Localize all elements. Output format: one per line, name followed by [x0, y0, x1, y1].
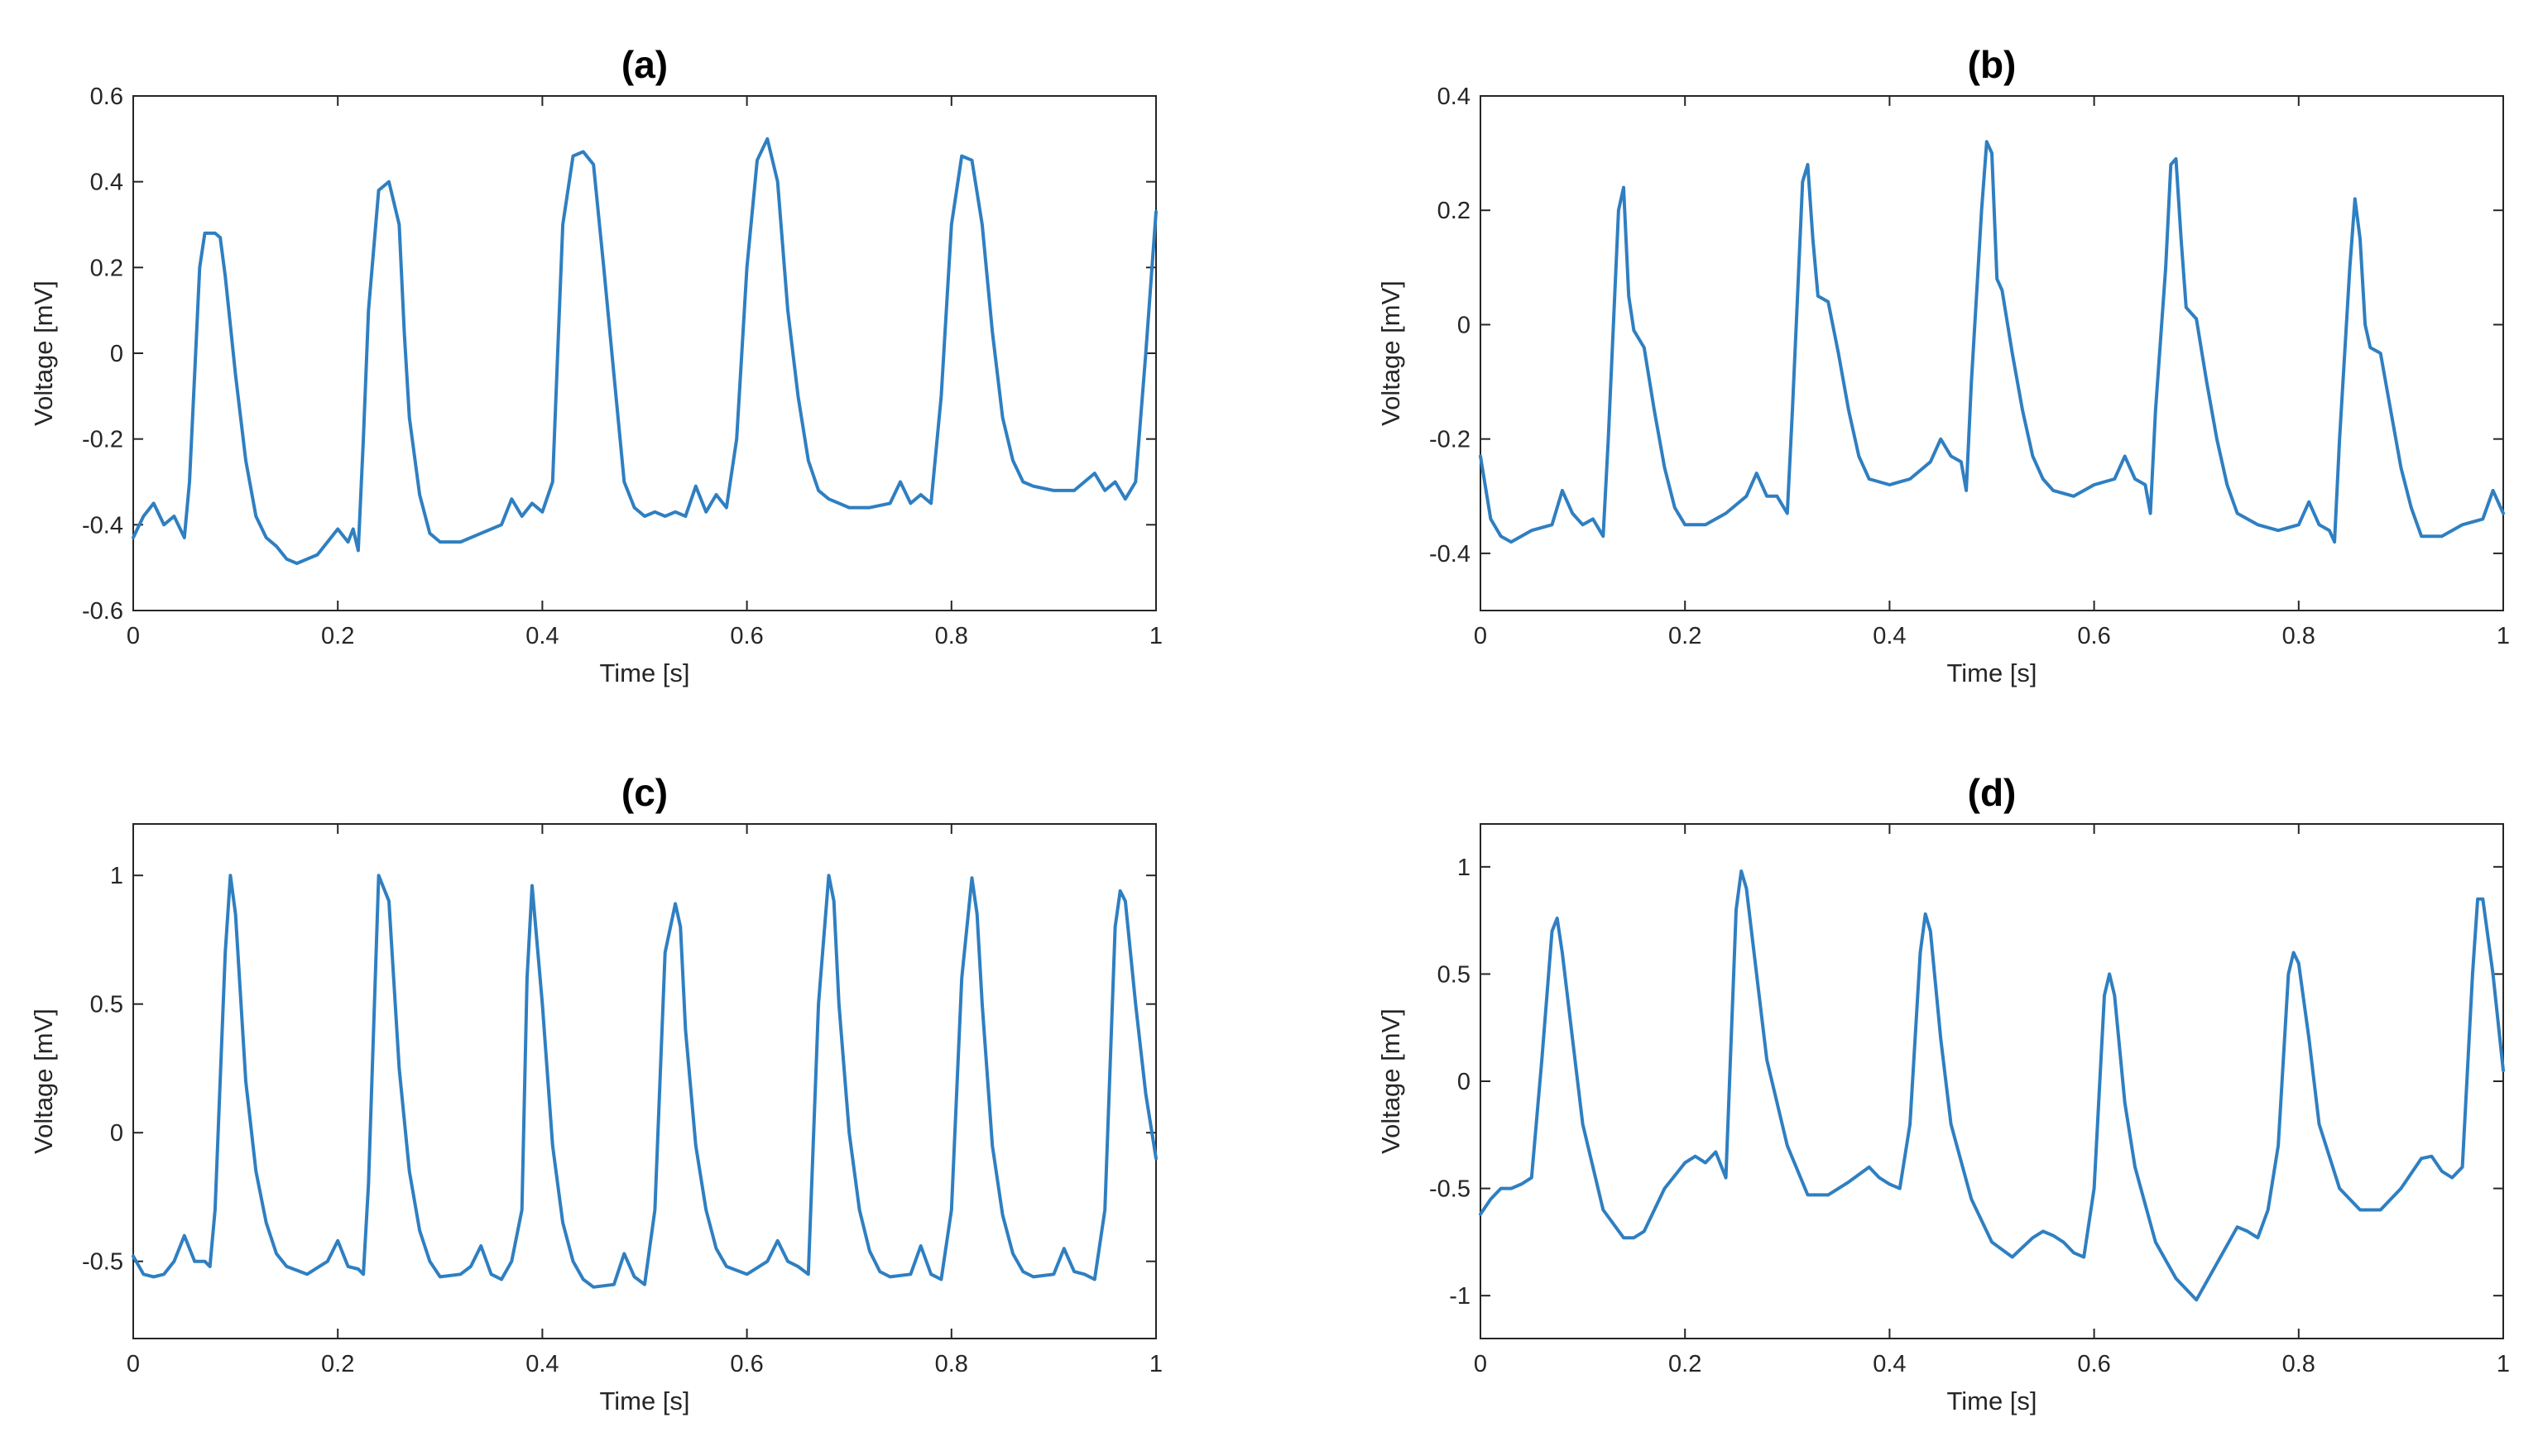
y-tick-label-d: 0.5 [1437, 961, 1471, 988]
x-tick-label-d: 0.2 [1668, 1351, 1701, 1377]
y-tick-label-c: 0 [110, 1120, 123, 1147]
x-tick-label-c: 0 [127, 1351, 140, 1377]
x-axis-label-d: Time [s] [1946, 1387, 2037, 1415]
x-axis-label-a: Time [s] [599, 659, 689, 687]
x-tick-label-a: 0 [127, 623, 140, 649]
series-line-d [1479, 869, 2505, 1302]
y-tick-label-b: 0.2 [1437, 198, 1471, 224]
y-tick-label-d: 1 [1457, 855, 1471, 881]
chart-title-d: (d) [1968, 771, 2017, 814]
y-tick-label-b: -0.2 [1429, 427, 1471, 453]
x-tick-label-c: 0.4 [525, 1351, 559, 1377]
series-line-a [132, 136, 1158, 565]
y-tick-label-c: -0.5 [82, 1249, 123, 1276]
x-tick-label-d: 0 [1474, 1351, 1487, 1377]
y-axis-label-a: Voltage [mV] [29, 280, 58, 426]
x-tick-label-c: 1 [1149, 1351, 1163, 1377]
x-tick-label-a: 0.4 [525, 623, 559, 649]
y-tick-label-a: 0.2 [90, 255, 123, 281]
y-tick-label-b: 0.4 [1437, 84, 1471, 110]
y-tick-label-d: 0 [1457, 1069, 1471, 1095]
y-tick-label-a: 0 [110, 341, 123, 367]
y-tick-label-c: 1 [110, 863, 123, 889]
plot-frame-d [1480, 823, 2504, 1339]
plot-frame-a [132, 95, 1157, 611]
y-axis-label-d: Voltage [mV] [1376, 1008, 1405, 1154]
x-tick-label-d: 1 [2497, 1351, 2510, 1377]
y-axis-label-b: Voltage [mV] [1376, 280, 1405, 426]
y-tick-label-a: 0.6 [90, 84, 123, 110]
x-tick-label-c: 0.6 [730, 1351, 763, 1377]
chart-panel-b: 0 0.2 0.4 0.6 0.8 1 -0.4 -0.2 0 0.2 0.4 (b) Time [s]… [1376, 43, 2510, 687]
x-tick-label-a: 0.6 [730, 623, 763, 649]
y-tick-label-c: 0.5 [90, 992, 123, 1018]
y-axis-label-c: Voltage [mV] [29, 1008, 58, 1154]
x-tick-label-b: 0.2 [1668, 623, 1701, 649]
y-tick-label-a: -0.2 [82, 427, 123, 453]
y-tick-label-d: -0.5 [1429, 1176, 1471, 1203]
y-tick-label-a: -0.4 [82, 512, 123, 539]
x-axis-label-c: Time [s] [599, 1387, 689, 1415]
chart-title-a: (a) [621, 43, 668, 86]
x-tick-label-b: 0.6 [2077, 623, 2110, 649]
series-line-c [132, 874, 1158, 1289]
y-tick-label-b: 0 [1457, 312, 1471, 338]
x-tick-label-b: 0.4 [1873, 623, 1906, 649]
chart-panel-c: 0 0.2 0.4 0.6 0.8 1 -0.5 0 0.5 1 (c) Time [s] Voltag… [29, 771, 1163, 1415]
x-tick-label-c: 0.8 [935, 1351, 968, 1377]
y-tick-label-a: 0.4 [90, 170, 123, 196]
x-axis-label-b: Time [s] [1946, 659, 2037, 687]
x-tick-label-b: 0 [1474, 623, 1487, 649]
x-tick-label-d: 0.6 [2077, 1351, 2110, 1377]
plot-frame-c [132, 823, 1157, 1339]
chart-panel-d: 0 0.2 0.4 0.6 0.8 1 -1 -0.5 0 0.5 1 (d) Time [s] Volt… [1376, 771, 2510, 1415]
chart-title-c: (c) [621, 771, 668, 814]
x-tick-label-b: 1 [2497, 623, 2510, 649]
chart-title-b: (b) [1968, 43, 2017, 86]
series-line-b [1479, 140, 2505, 544]
x-tick-label-d: 0.8 [2282, 1351, 2315, 1377]
x-tick-label-c: 0.2 [321, 1351, 354, 1377]
y-tick-label-b: -0.4 [1429, 541, 1471, 568]
x-tick-label-a: 0.2 [321, 623, 354, 649]
y-tick-label-a: -0.6 [82, 598, 123, 625]
chart-panel-a: 0 0.2 0.4 0.6 0.8 1 -0.6 -0.4 -0.2 0 0.2 0.4 0.6 (a) T… [29, 43, 1163, 687]
x-tick-label-d: 0.4 [1873, 1351, 1906, 1377]
x-tick-label-a: 1 [1149, 623, 1163, 649]
x-tick-label-b: 0.8 [2282, 623, 2315, 649]
y-tick-label-d: -1 [1449, 1283, 1471, 1310]
x-tick-label-a: 0.8 [935, 623, 968, 649]
